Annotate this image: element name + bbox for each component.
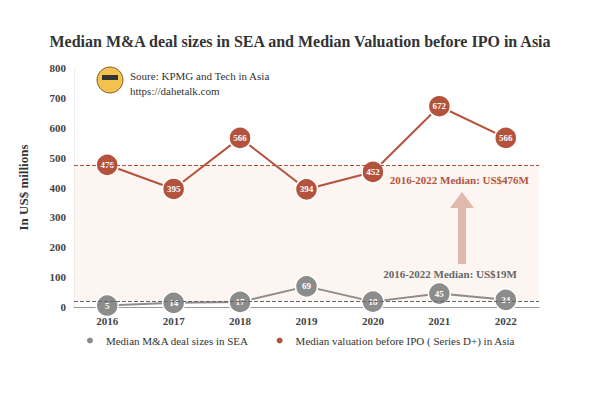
svg-text:0: 0 [61,301,67,313]
svg-text:800: 800 [50,62,67,74]
svg-text:https://dahetalk.com: https://dahetalk.com [130,85,220,97]
svg-text:Soure: KPMG and Tech in Asia: Soure: KPMG and Tech in Asia [130,70,269,82]
svg-text:600: 600 [50,122,67,134]
svg-text:17: 17 [235,296,245,307]
svg-text:566: 566 [499,133,513,143]
svg-text:Median M&A deal sizes in SEA a: Median M&A deal sizes in SEA and Median … [49,33,550,50]
svg-text:2016-2022 Median: US$476M: 2016-2022 Median: US$476M [390,174,530,186]
svg-text:452: 452 [366,167,380,177]
svg-text:400: 400 [50,182,67,194]
svg-text:45: 45 [435,289,445,299]
svg-text:700: 700 [50,92,67,104]
svg-text:500: 500 [50,152,67,164]
svg-text:2016: 2016 [96,314,119,327]
svg-text:672: 672 [433,101,447,111]
svg-text:69: 69 [302,281,312,291]
svg-text:14: 14 [169,298,179,308]
svg-text:2016-2022 Median: US$19M: 2016-2022 Median: US$19M [383,268,517,280]
svg-text:18: 18 [368,296,378,307]
svg-text:2018: 2018 [229,315,252,327]
svg-text:100: 100 [50,271,67,283]
svg-text:394: 394 [300,184,314,194]
svg-text:Median M&A deal sizes in SEA: Median M&A deal sizes in SEA [106,335,248,347]
svg-text:566: 566 [233,133,247,143]
svg-text:2017: 2017 [163,315,186,327]
svg-text:Median valuation before IPO (: Median valuation before IPO ( Series D+)… [296,335,515,348]
svg-text:2021: 2021 [428,315,450,327]
svg-text:395: 395 [167,184,181,194]
svg-text:2019: 2019 [296,315,319,327]
svg-text:2022: 2022 [495,315,518,327]
svg-text:2020: 2020 [362,315,385,327]
svg-text:In US$ millions: In US$ millions [16,145,31,231]
svg-text:5: 5 [105,301,110,311]
svg-text:24: 24 [501,295,511,305]
svg-text:476: 476 [100,160,114,170]
svg-text:200: 200 [50,241,67,253]
svg-text:300: 300 [50,211,67,223]
